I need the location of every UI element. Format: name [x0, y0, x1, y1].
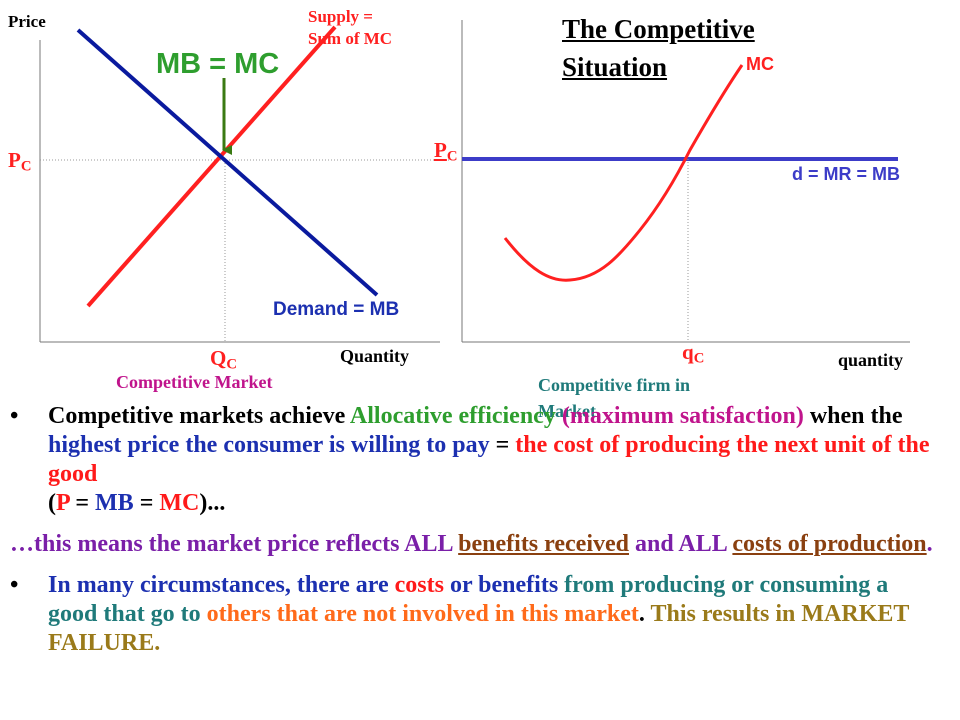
right-price-sub: C: [446, 148, 458, 165]
right-quantity-label: qC: [682, 340, 704, 368]
left-quantity-sub: C: [226, 356, 237, 373]
left-x-axis-label: Quantity: [340, 346, 410, 366]
right-price-label: PC: [434, 138, 457, 166]
left-price-label: PC: [8, 148, 31, 176]
left-caption: Competitive Market: [116, 372, 273, 392]
b1-cost-of-producing: the cost of producing the next unit of t…: [48, 432, 930, 487]
bullet-dot: •: [10, 403, 19, 429]
supply-label-line1: Supply =: [308, 7, 373, 26]
right-caption-line2: Market: [538, 401, 596, 421]
mc-label: MC: [746, 54, 774, 74]
b3-others: others that are not involved in this mar…: [206, 601, 639, 627]
right-title-line2: Situation: [562, 52, 668, 82]
b3-text-2: from producing or consuming a good that …: [48, 572, 889, 627]
supply-label: Supply = Sum of MC: [308, 6, 392, 50]
b1-equals: =: [489, 432, 516, 458]
right-title-line1: The Competitive: [562, 14, 755, 44]
right-caption-line1: Competitive firm in: [538, 375, 690, 395]
right-title: The Competitive Situation: [562, 10, 755, 86]
supply-label-line2: Sum of MC: [308, 29, 393, 48]
b1-paren-open: (: [48, 490, 56, 516]
b1-mb: MB: [95, 490, 134, 516]
left-price-letter: P: [8, 148, 21, 172]
bullet-3: • In many circumstances, there are costs…: [10, 571, 940, 658]
bullet-list: • Competitive markets achieve Allocative…: [10, 402, 940, 658]
b3-costs: costs: [394, 572, 444, 598]
right-x-axis-label: quantity: [838, 350, 904, 370]
b3-market-failure: This results in MARKET FAILURE.: [48, 601, 909, 656]
b3-benefits: benefits: [478, 572, 559, 598]
firm-demand-label: d = MR = MB: [792, 164, 901, 184]
b3-text-1: In many circumstances, there are: [48, 572, 395, 598]
bullet-2: …this means the market price reflects AL…: [10, 530, 940, 559]
bullet-1: • Competitive markets achieve Allocative…: [10, 402, 940, 518]
b1-text-1: Competitive markets achieve: [48, 403, 350, 429]
b1-maximum-satisfaction: (maximum satisfaction): [555, 403, 804, 429]
b1-paren-close: )...: [199, 490, 226, 516]
demand-label: Demand = MB: [273, 299, 400, 320]
mc-curve: [503, 64, 744, 282]
equilibrium-label: MB = MC: [156, 48, 280, 80]
b2-benefits-received: benefits received: [458, 531, 629, 557]
b3-period: .: [638, 601, 651, 627]
b2-text-2: and ALL: [629, 531, 733, 557]
b1-highest-price: highest price the consumer is willing to…: [48, 432, 490, 458]
b1-mc: MC: [159, 490, 200, 516]
right-price-letter: P: [434, 138, 447, 162]
graphs-canvas: [39, 20, 910, 343]
right-caption: Competitive firm in Market: [538, 372, 690, 424]
left-quantity-letter: Q: [210, 346, 227, 370]
right-quantity-letter: q: [682, 340, 694, 364]
b1-text-2: when the: [803, 403, 903, 429]
b2-costs-of-production: costs of production: [732, 531, 927, 557]
left-price-sub: C: [20, 158, 32, 175]
b3-or: or: [443, 572, 479, 598]
b2-text-1: …this means the market price reflects AL…: [10, 531, 459, 557]
supply-curve: [86, 25, 337, 308]
left-quantity-label: QC: [210, 346, 237, 374]
b1-allocative-efficiency: Allocative efficiency: [349, 403, 556, 429]
b2-period: .: [926, 531, 933, 557]
right-quantity-sub: C: [693, 350, 705, 367]
b1-eq-2: =: [133, 490, 160, 516]
demand-curve: [76, 28, 379, 297]
left-y-axis-label: Price: [8, 12, 46, 31]
bullet-dot: •: [10, 572, 19, 598]
b1-eq-1: =: [69, 490, 96, 516]
b1-p: P: [56, 490, 70, 516]
